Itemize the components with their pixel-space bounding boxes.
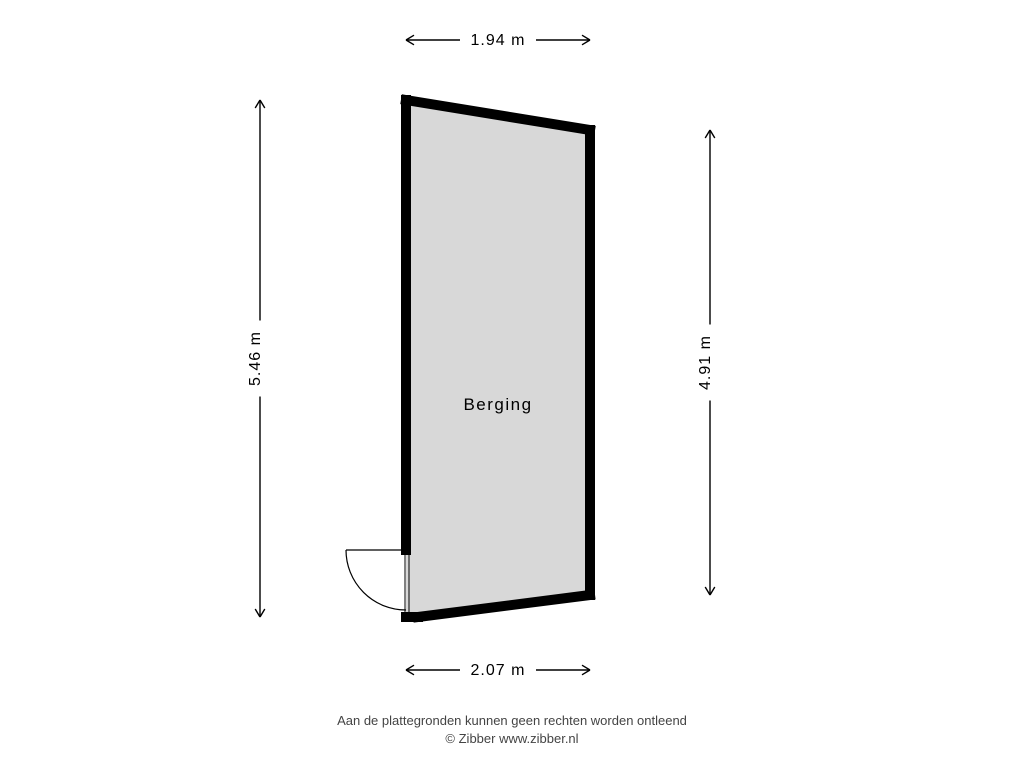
footer-disclaimer: Aan de plattegronden kunnen geen rechten… (337, 713, 687, 728)
dim-right: 4.91 m (697, 335, 714, 390)
room-label: Berging (463, 395, 532, 414)
dim-left: 5.46 m (247, 331, 264, 386)
room-fill (406, 100, 590, 617)
floorplan-svg: Berging 1.94 m 2.07 m 5.46 m 4.91 m (0, 0, 1024, 720)
door-arc (346, 550, 406, 610)
footer-copyright: © Zibber www.zibber.nl (445, 731, 578, 746)
dim-top: 1.94 m (471, 32, 526, 49)
dim-bottom: 2.07 m (471, 662, 526, 679)
footer: Aan de plattegronden kunnen geen rechten… (0, 712, 1024, 748)
